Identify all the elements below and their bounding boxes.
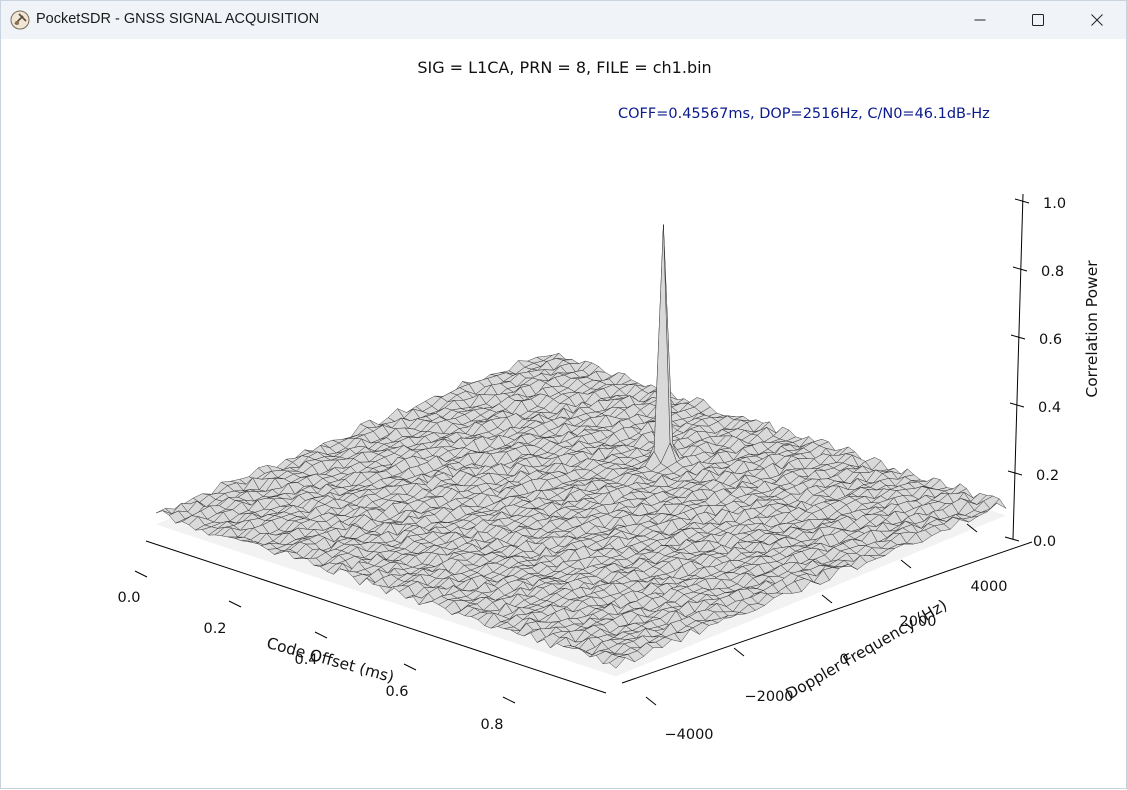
y-tick <box>822 595 832 603</box>
title-bar[interactable]: PocketSDR - GNSS SIGNAL ACQUISITION <box>1 1 1126 39</box>
z-axis-label: Correlation Power <box>1083 260 1101 398</box>
z-tick-label: 1.0 <box>1043 196 1066 212</box>
x-tick <box>404 664 416 670</box>
minimize-icon <box>974 14 986 26</box>
z-tick <box>1013 267 1027 271</box>
z-tick-label: 0.4 <box>1038 400 1061 416</box>
y-tick <box>901 560 911 568</box>
z-tick <box>1015 199 1029 203</box>
close-icon <box>1091 14 1103 26</box>
z-tick-label: 0.0 <box>1033 534 1056 550</box>
x-tick-label: 0.2 <box>203 621 226 637</box>
y-tick <box>646 697 656 705</box>
z-axis-line <box>1013 194 1023 539</box>
x-axis-label: Code Offset (ms) <box>265 634 396 686</box>
z-tick <box>1011 335 1025 339</box>
z-tick-label: 0.8 <box>1041 264 1064 280</box>
z-tick <box>1005 537 1019 541</box>
y-tick <box>734 648 744 656</box>
satellite-app-icon <box>10 10 30 30</box>
window-title: PocketSDR - GNSS SIGNAL ACQUISITION <box>36 11 319 27</box>
x-tick <box>229 601 241 607</box>
maximize-icon <box>1032 14 1044 26</box>
x-tick-label: 0.6 <box>385 684 408 700</box>
y-tick-label: 4000 <box>971 579 1008 595</box>
y-tick-label: −4000 <box>664 727 713 743</box>
plot-canvas[interactable]: SIG = L1CA, PRN = 8, FILE = ch1.bin COFF… <box>1 39 1127 790</box>
close-button[interactable] <box>1068 1 1126 39</box>
x-tick <box>503 697 515 703</box>
minimize-button[interactable] <box>951 1 1009 39</box>
x-tick <box>135 571 147 577</box>
z-tick-label: 0.2 <box>1036 468 1059 484</box>
surface-3d-chart: 0.00.20.40.60.8−4000−20000200040000.00.2… <box>1 39 1127 790</box>
x-tick <box>315 632 327 638</box>
x-tick-label: 0.8 <box>480 717 503 733</box>
x-tick-label: 0.0 <box>117 590 140 606</box>
z-tick-label: 0.6 <box>1039 332 1062 348</box>
maximize-button[interactable] <box>1009 1 1067 39</box>
y-axis-label: Doppler Frequency (Hz) <box>783 596 951 703</box>
